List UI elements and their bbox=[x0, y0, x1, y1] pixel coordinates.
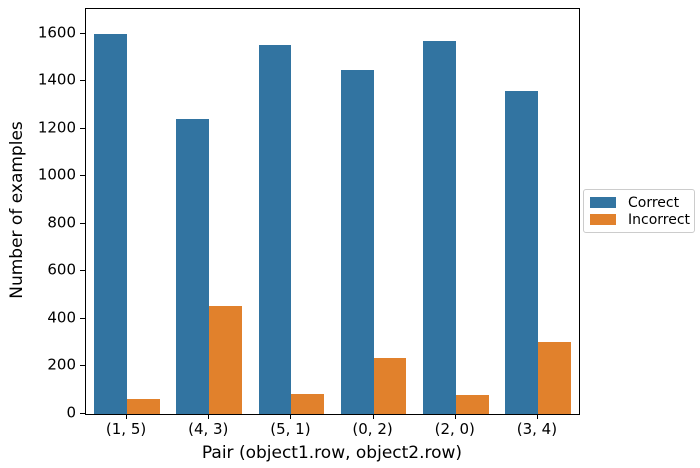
y-tick-label: 1200 bbox=[37, 118, 76, 137]
y-tick-label: 1600 bbox=[37, 23, 76, 42]
bar-correct-2 bbox=[258, 44, 292, 414]
legend-swatch-correct bbox=[590, 197, 616, 208]
bar-correct-4 bbox=[422, 41, 456, 414]
x-tick-label: (0, 2) bbox=[352, 420, 393, 438]
x-axis-label: Pair (object1.row, object2.row) bbox=[201, 443, 463, 463]
y-tick-label: 200 bbox=[47, 355, 76, 374]
bar-correct-3 bbox=[340, 69, 374, 414]
y-tick-mark bbox=[80, 413, 85, 414]
x-tick-label: (1, 5) bbox=[105, 420, 147, 438]
legend-item-label: Correct bbox=[628, 194, 680, 211]
axes bbox=[85, 8, 580, 415]
x-tick-mark bbox=[454, 414, 456, 419]
y-tick-label: 0 bbox=[66, 403, 76, 422]
bar-correct-1 bbox=[176, 119, 210, 414]
x-tick-label: (4, 3) bbox=[188, 420, 229, 438]
y-tick-mark bbox=[80, 222, 85, 224]
legend: Correct Incorrect bbox=[583, 189, 695, 233]
bar-incorrect-2 bbox=[291, 393, 325, 414]
legend-item-correct: Correct bbox=[590, 196, 688, 210]
y-tick-label: 400 bbox=[47, 308, 76, 327]
x-tick-mark bbox=[208, 414, 210, 419]
y-tick-label: 1000 bbox=[37, 165, 76, 184]
legend-item-label: Incorrect bbox=[628, 211, 691, 228]
y-tick-mark bbox=[80, 32, 85, 34]
x-tick-label: (5, 1) bbox=[270, 420, 311, 438]
x-tick-label: (3, 4) bbox=[516, 420, 558, 438]
y-tick-mark bbox=[80, 317, 85, 319]
bars-area bbox=[86, 9, 579, 414]
bar-incorrect-0 bbox=[127, 398, 160, 414]
x-tick-mark bbox=[126, 414, 128, 419]
x-tick-mark bbox=[290, 414, 292, 419]
x-tick-mark bbox=[536, 414, 538, 419]
bar-incorrect-3 bbox=[373, 358, 407, 414]
bar-incorrect-5 bbox=[537, 341, 571, 414]
bar-incorrect-1 bbox=[209, 305, 243, 414]
y-tick-label: 1400 bbox=[37, 70, 76, 89]
y-tick-label: 800 bbox=[47, 213, 76, 232]
y-tick-label: 600 bbox=[47, 260, 76, 279]
bar-incorrect-4 bbox=[455, 395, 489, 414]
bar-correct-0 bbox=[94, 33, 128, 414]
legend-item-incorrect: Incorrect bbox=[590, 211, 691, 228]
legend-swatch-incorrect bbox=[590, 214, 616, 225]
y-tick-mark bbox=[80, 127, 85, 129]
y-tick-mark bbox=[80, 80, 85, 82]
y-tick-mark bbox=[80, 175, 85, 177]
bar-correct-5 bbox=[505, 90, 538, 414]
x-tick-mark bbox=[372, 414, 374, 419]
y-tick-mark bbox=[80, 365, 85, 367]
y-tick-mark bbox=[80, 270, 85, 272]
x-tick-label: (2, 0) bbox=[434, 420, 475, 438]
